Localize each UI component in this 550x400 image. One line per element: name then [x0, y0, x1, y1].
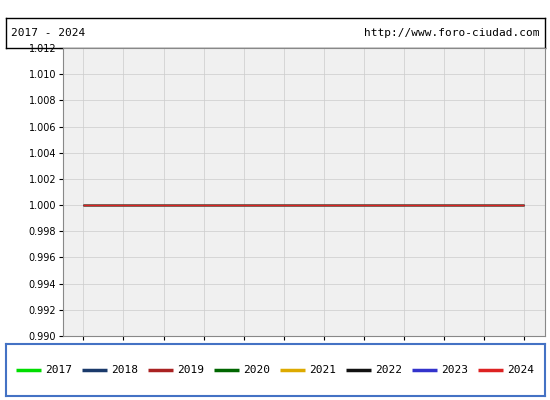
Text: http://www.foro-ciudad.com: http://www.foro-ciudad.com [364, 28, 539, 38]
Text: 2022: 2022 [375, 365, 402, 375]
Text: 2017 - 2024: 2017 - 2024 [11, 28, 85, 38]
Text: 2018: 2018 [111, 365, 138, 375]
Text: Evolucion num de emigrantes en Bascuñana: Evolucion num de emigrantes en Bascuñana [75, 0, 475, 12]
Text: 2017: 2017 [45, 365, 72, 375]
Text: 2021: 2021 [309, 365, 336, 375]
Text: 2023: 2023 [441, 365, 468, 375]
Text: 2020: 2020 [243, 365, 270, 375]
Text: 2019: 2019 [177, 365, 204, 375]
Text: 2024: 2024 [507, 365, 534, 375]
